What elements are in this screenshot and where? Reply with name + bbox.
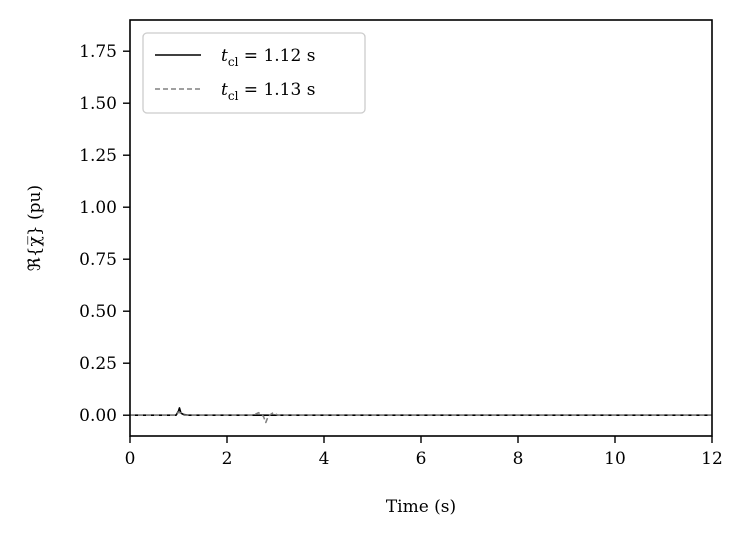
series-line-1 [130, 407, 712, 417]
legend-box [142, 32, 366, 114]
x-tick-label: 12 [701, 449, 723, 469]
x-tick-label: 6 [416, 449, 427, 469]
x-tick-label: 0 [125, 449, 136, 469]
x-tick-label: 4 [319, 449, 330, 469]
legend-entry: tcl = 1.13 s [155, 80, 315, 103]
y-tick-label: 0.25 [79, 354, 117, 374]
y-axis: 0.00 0.25 0.50 0.75 1.00 1.25 1.50 1.75 [79, 42, 130, 426]
legend-label: tcl = 1.12 s [221, 46, 315, 69]
y-tick-label: 1.50 [79, 94, 117, 114]
y-tick-label: 1.00 [79, 198, 117, 218]
x-axis: 0 2 4 6 8 10 12 [125, 436, 723, 469]
series-layer [130, 407, 712, 424]
y-tick-label: 0.00 [79, 406, 117, 426]
legend: tcl = 1.12 s tcl = 1.13 s [142, 32, 366, 114]
y-tick-label: 0.50 [79, 302, 117, 322]
x-tick-label: 2 [222, 449, 233, 469]
y-tick-label: 1.75 [79, 42, 117, 62]
series-line-2 [130, 411, 712, 424]
x-axis-label: Time (s) [386, 497, 456, 517]
y-axis-label: ℜ{χ̅} (pu) [25, 185, 45, 271]
legend-entry: tcl = 1.12 s [155, 46, 315, 69]
y-tick-label: 1.25 [79, 146, 117, 166]
y-tick-label: 0.75 [79, 250, 117, 270]
x-tick-label: 10 [604, 449, 626, 469]
x-tick-label: 8 [513, 449, 524, 469]
legend-label: tcl = 1.13 s [221, 80, 315, 103]
